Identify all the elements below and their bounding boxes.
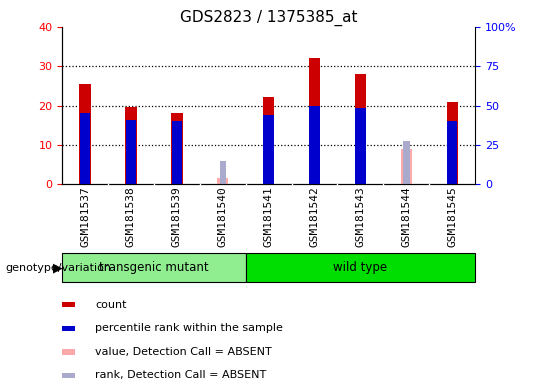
Bar bbox=[403, 141, 409, 184]
Bar bbox=[62, 302, 75, 308]
Text: GSM181545: GSM181545 bbox=[447, 186, 457, 247]
Bar bbox=[171, 114, 183, 184]
Text: GSM181540: GSM181540 bbox=[218, 186, 228, 247]
Bar bbox=[264, 116, 274, 184]
Text: percentile rank within the sample: percentile rank within the sample bbox=[95, 323, 283, 333]
Text: rank, Detection Call = ABSENT: rank, Detection Call = ABSENT bbox=[95, 371, 266, 381]
Text: wild type: wild type bbox=[333, 262, 388, 274]
Bar bbox=[217, 179, 228, 184]
Bar bbox=[172, 121, 182, 184]
Text: GSM181544: GSM181544 bbox=[401, 186, 411, 247]
Bar bbox=[126, 120, 136, 184]
Text: genotype/variation: genotype/variation bbox=[5, 263, 111, 273]
Text: GSM181541: GSM181541 bbox=[264, 186, 274, 247]
Bar bbox=[447, 103, 458, 184]
Text: value, Detection Call = ABSENT: value, Detection Call = ABSENT bbox=[95, 347, 272, 357]
Bar bbox=[62, 253, 246, 282]
Bar bbox=[263, 97, 274, 184]
Bar bbox=[401, 149, 412, 184]
Bar bbox=[79, 84, 91, 184]
Text: transgenic mutant: transgenic mutant bbox=[99, 262, 209, 274]
Bar bbox=[125, 107, 137, 184]
Text: GSM181538: GSM181538 bbox=[126, 186, 136, 247]
Text: ▶: ▶ bbox=[53, 262, 63, 274]
Title: GDS2823 / 1375385_at: GDS2823 / 1375385_at bbox=[180, 9, 357, 25]
Bar bbox=[355, 108, 366, 184]
Bar bbox=[62, 373, 75, 378]
Text: GSM181543: GSM181543 bbox=[355, 186, 366, 247]
Text: GSM181542: GSM181542 bbox=[309, 186, 320, 247]
Text: GSM181539: GSM181539 bbox=[172, 186, 182, 247]
Bar bbox=[309, 106, 320, 184]
Bar bbox=[62, 349, 75, 354]
Bar bbox=[80, 113, 90, 184]
Bar bbox=[62, 326, 75, 331]
Text: count: count bbox=[95, 300, 127, 310]
Bar bbox=[309, 58, 320, 184]
Text: GSM181537: GSM181537 bbox=[80, 186, 90, 247]
Bar bbox=[220, 162, 226, 184]
Bar bbox=[447, 121, 457, 184]
Bar bbox=[246, 253, 475, 282]
Bar bbox=[355, 74, 366, 184]
